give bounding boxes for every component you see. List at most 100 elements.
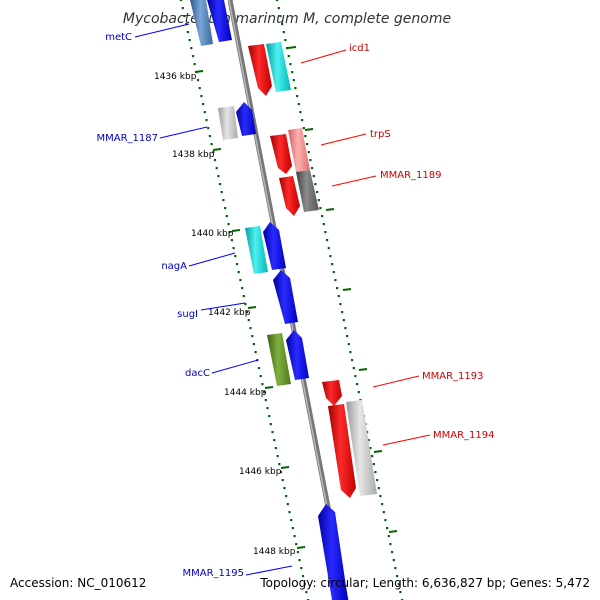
minor-tick	[247, 319, 250, 322]
gene-label: nagA	[161, 261, 187, 272]
MMAR_1189-cog-block	[296, 170, 319, 212]
sugI-arrow	[273, 270, 298, 324]
minor-tick	[249, 327, 252, 330]
minor-tick	[297, 103, 300, 106]
minor-tick	[230, 239, 233, 242]
minor-tick	[321, 215, 324, 218]
minor-tick	[208, 135, 211, 138]
gene-trpS[interactable]	[270, 128, 310, 174]
gene-label: trpS	[370, 129, 391, 140]
minor-tick	[264, 399, 267, 402]
minor-tick	[287, 55, 290, 58]
minor-tick	[251, 335, 254, 338]
MMAR_1195-arrow	[318, 504, 348, 600]
icd1-cog-block	[266, 42, 291, 92]
tick-1448: 1448 kbp	[253, 546, 306, 557]
tick-1436: 1436 kbp	[154, 70, 204, 82]
minor-tick	[312, 175, 315, 178]
minor-tick	[241, 287, 244, 290]
minor-tick	[341, 311, 344, 314]
minor-tick	[296, 95, 299, 98]
label-MMAR_1189[interactable]: MMAR_1189	[331, 170, 442, 187]
label-MMAR_1194[interactable]: MMAR_1194	[382, 430, 495, 446]
label-icd1[interactable]: icd1	[300, 43, 370, 64]
label-MMAR_1187[interactable]: MMAR_1187	[97, 126, 208, 144]
minor-tick	[180, 0, 183, 2]
minor-tick	[277, 7, 280, 10]
minor-tick	[301, 119, 304, 122]
minor-tick	[220, 191, 223, 194]
minor-tick	[196, 79, 200, 82]
label-MMAR_1193[interactable]: MMAR_1193	[372, 371, 484, 388]
tick-label: 1436 kbp	[154, 72, 197, 82]
tick-label: 1442 kbp	[208, 308, 251, 318]
minor-tick	[237, 271, 240, 274]
gene-icd1[interactable]	[248, 42, 291, 96]
gene-label: MMAR_1194	[433, 430, 495, 441]
MMAR_1194-arrow	[328, 404, 356, 498]
minor-tick	[273, 439, 276, 442]
nagA-cog-block	[245, 226, 268, 274]
minor-tick	[224, 207, 227, 210]
tick-ring-outer	[276, 0, 404, 600]
minor-tick	[274, 447, 277, 450]
tick-label: 1440 kbp	[191, 229, 234, 239]
minor-tick	[314, 183, 317, 186]
gene-MMAR_1195[interactable]	[318, 504, 348, 600]
minor-tick	[291, 527, 294, 530]
minor-tick	[210, 143, 213, 146]
minor-tick	[356, 383, 359, 386]
minor-tick	[307, 151, 310, 154]
minor-tick	[254, 351, 257, 354]
icd1-arrow	[248, 44, 272, 96]
minor-tick	[232, 247, 235, 250]
minor-tick	[327, 247, 330, 250]
MMAR_1194-cog-block	[346, 400, 377, 496]
minor-tick	[386, 527, 389, 530]
minor-tick	[181, 7, 184, 10]
gene-sugI[interactable]	[273, 270, 298, 324]
map-title: Mycobacterium marinum M, complete genome	[123, 11, 451, 27]
minor-tick	[309, 159, 312, 162]
gene-nagA[interactable]	[245, 222, 286, 274]
label-trpS[interactable]: trpS	[320, 129, 391, 146]
gene-metC[interactable]	[190, 0, 232, 46]
MMAR_1193-arrow	[322, 380, 342, 406]
minor-tick	[191, 55, 195, 58]
minor-tick	[276, 0, 279, 2]
label-nagA[interactable]: nagA	[161, 252, 236, 272]
minor-tick	[200, 95, 203, 98]
label-sugI[interactable]: sugI	[177, 302, 246, 320]
minor-tick	[376, 479, 379, 482]
minor-tick	[246, 311, 249, 314]
minor-tick	[317, 199, 320, 202]
minor-tick	[278, 463, 281, 466]
minor-tick	[347, 343, 350, 346]
minor-tick	[225, 215, 228, 218]
minor-tick	[293, 535, 296, 538]
label-metC[interactable]: metC	[105, 23, 190, 43]
minor-tick	[367, 439, 370, 442]
label-dacC[interactable]: dacC	[185, 359, 259, 379]
gene-MMAR_1193[interactable]	[322, 380, 342, 406]
minor-tick	[188, 39, 191, 42]
gene-MMAR_1189[interactable]	[279, 170, 319, 216]
tick-ring-inner	[180, 0, 310, 600]
minor-tick	[268, 415, 271, 418]
metC-cog-block	[190, 0, 213, 46]
gene-MMAR_1187[interactable]	[218, 102, 256, 140]
gene-label: sugI	[177, 309, 198, 320]
gene-dacC[interactable]	[267, 330, 309, 386]
minor-tick	[235, 263, 239, 266]
minor-tick	[316, 191, 319, 194]
minor-tick	[351, 359, 354, 362]
minor-tick	[203, 111, 206, 114]
gene-MMAR_1194[interactable]	[328, 400, 377, 498]
minor-tick	[372, 463, 375, 466]
minor-tick	[319, 207, 322, 210]
minor-tick	[285, 495, 288, 498]
label-MMAR_1195[interactable]: MMAR_1195	[183, 565, 293, 579]
minor-tick	[336, 287, 339, 290]
minor-tick	[215, 167, 218, 170]
